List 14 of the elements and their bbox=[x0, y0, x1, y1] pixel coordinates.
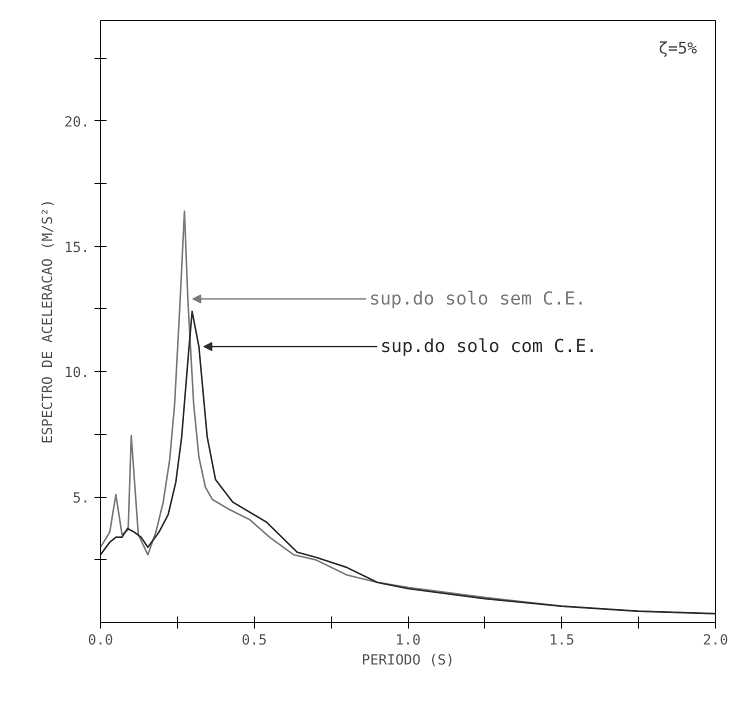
x-axis-title: PERIODO (S) bbox=[362, 652, 454, 668]
y-axis-title: ESPECTRO DE ACELERACAO (M/S²) bbox=[40, 199, 56, 444]
y-tick-label: 5. bbox=[72, 490, 90, 507]
x-tick-label: 0.5 bbox=[242, 632, 267, 648]
y-tick-label: 10. bbox=[64, 365, 90, 382]
text: sup.do solo sem C.E. bbox=[369, 288, 586, 310]
y-tick-label: 20. bbox=[64, 114, 90, 130]
x-tick-label: 2.0 bbox=[702, 632, 728, 648]
x-tick-label: 1.5 bbox=[549, 632, 574, 648]
y-tick-label: 15. bbox=[64, 240, 90, 256]
text: sup.do solo com C.E. bbox=[380, 336, 598, 358]
x-tick-label: 0.0 bbox=[88, 632, 114, 648]
annotation: ζ=5% bbox=[658, 38, 698, 58]
x-tick-label: 1.0 bbox=[395, 632, 421, 648]
